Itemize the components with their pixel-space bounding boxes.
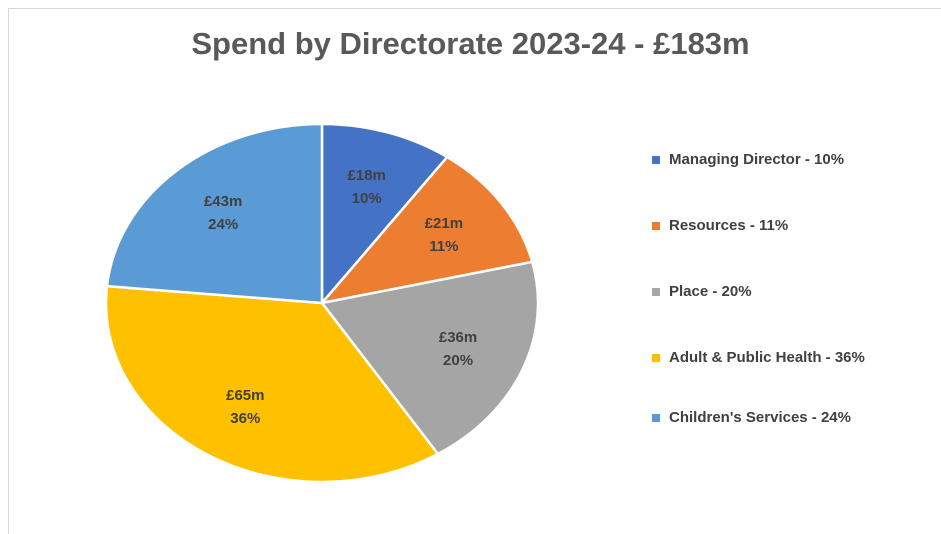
pie-slice bbox=[318, 155, 534, 305]
legend-label: Resources - 11% bbox=[669, 217, 789, 234]
pie-slice bbox=[104, 284, 440, 484]
legend-swatch bbox=[652, 354, 660, 362]
legend-swatch bbox=[652, 288, 660, 296]
slice-value-label: £21m bbox=[425, 215, 463, 232]
legend-swatch bbox=[652, 414, 660, 422]
slice-percent-label: 10% bbox=[352, 190, 382, 207]
legend-item: Adult & Public Health - 36% bbox=[652, 348, 912, 368]
slice-percent-label: 36% bbox=[230, 410, 260, 427]
legend-swatch bbox=[652, 222, 660, 230]
legend-swatch bbox=[652, 156, 660, 164]
chart-border bbox=[8, 8, 941, 534]
slice-percent-label: 11% bbox=[429, 238, 458, 255]
legend-item: Place - 20% bbox=[652, 282, 912, 302]
pie-slice bbox=[319, 260, 540, 456]
legend-label: Place - 20% bbox=[669, 283, 752, 300]
legend-label: Children's Services - 24% bbox=[669, 409, 851, 426]
legend-label: Adult & Public Health - 36% bbox=[669, 349, 865, 366]
legend-item: Resources - 11% bbox=[652, 216, 912, 236]
legend-label: Managing Director - 10% bbox=[669, 151, 845, 168]
chart-title: Spend by Directorate 2023-24 - £183m bbox=[191, 26, 750, 61]
slice-percent-label: 20% bbox=[443, 352, 473, 369]
legend-item: Managing Director - 10% bbox=[652, 150, 912, 170]
pie-slice bbox=[320, 122, 450, 307]
pie-slice bbox=[105, 122, 324, 305]
slice-value-label: £36m bbox=[439, 329, 477, 346]
legend-item: Children's Services - 24% bbox=[652, 408, 912, 428]
slice-value-label: £18m bbox=[347, 167, 385, 184]
slice-value-label: £65m bbox=[226, 387, 264, 404]
slice-value-label: £43m bbox=[204, 193, 242, 210]
slice-percent-label: 24% bbox=[208, 216, 238, 233]
